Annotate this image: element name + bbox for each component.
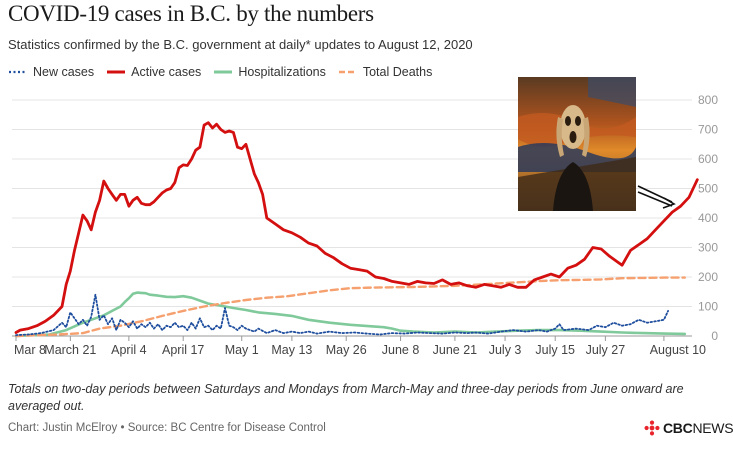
y-tick-label: 200 <box>698 270 718 284</box>
legend-swatch-solid-green-icon <box>214 70 233 74</box>
x-tick-label: June 21 <box>433 343 478 357</box>
legend-swatch-dotted-icon <box>9 70 27 74</box>
y-axis: 0 100 200 300 400 500 600 700 800 <box>698 93 718 343</box>
footnote: Totals on two-day periods between Saturd… <box>8 382 684 413</box>
chart-series <box>14 121 699 338</box>
cbc-news-logo: CBCNEWS <box>644 420 733 436</box>
legend-label-total-deaths: Total Deaths <box>362 65 433 79</box>
y-tick-label: 300 <box>698 241 718 255</box>
y-tick-label: 500 <box>698 182 718 196</box>
x-tick-label: April 4 <box>111 343 146 357</box>
legend-item-new-cases: New cases <box>8 65 94 79</box>
x-tick-label: June 8 <box>382 343 420 357</box>
legend-item-active-cases: Active cases <box>106 65 201 79</box>
series-line-new-cases <box>15 293 669 336</box>
x-tick-label: March 21 <box>44 343 96 357</box>
x-tick-label: July 27 <box>586 343 626 357</box>
logo-wordmark: CBCNEWS <box>663 420 733 436</box>
y-tick-label: 0 <box>711 329 718 343</box>
legend-item-total-deaths: Total Deaths <box>338 65 432 79</box>
x-tick-label: May 1 <box>225 343 259 357</box>
x-tick-label: July 15 <box>535 343 575 357</box>
y-tick-label: 100 <box>698 300 718 314</box>
x-tick-label: Mar 8 <box>14 343 46 357</box>
x-tick-label: May 13 <box>271 343 312 357</box>
x-tick-label: August 10 <box>650 343 706 357</box>
legend-label-hospitalizations: Hospitalizations <box>238 65 326 79</box>
scream-painting-image <box>518 77 636 211</box>
logo-brand: CBC <box>663 420 693 436</box>
chart-title: COVID-19 cases in B.C. by the numbers <box>8 1 374 26</box>
y-tick-label: 400 <box>698 211 718 225</box>
series-line-active-cases <box>14 121 699 334</box>
x-tick-label: April 17 <box>162 343 204 357</box>
legend: New cases Active cases Hospitalizations … <box>8 65 444 79</box>
legend-swatch-dashed-icon <box>338 70 357 74</box>
legend-label-active-cases: Active cases <box>131 65 202 79</box>
legend-swatch-solid-red-icon <box>107 70 126 74</box>
x-tick-label: July 3 <box>489 343 522 357</box>
y-tick-label: 700 <box>698 123 718 137</box>
x-tick-label: May 26 <box>326 343 367 357</box>
y-tick-label: 600 <box>698 152 718 166</box>
legend-label-new-cases: New cases <box>33 65 95 79</box>
cbc-gem-icon <box>644 420 660 436</box>
arrow-pointer-icon <box>637 185 676 209</box>
source-credit: Chart: Justin McElroy • Source: BC Centr… <box>8 422 326 434</box>
legend-item-hospitalizations: Hospitalizations <box>213 65 326 79</box>
y-tick-label: 800 <box>698 93 718 107</box>
chart-subtitle: Statistics confirmed by the B.C. governm… <box>8 37 473 52</box>
logo-suffix: NEWS <box>692 420 733 436</box>
series-line-total-deaths <box>14 276 686 338</box>
